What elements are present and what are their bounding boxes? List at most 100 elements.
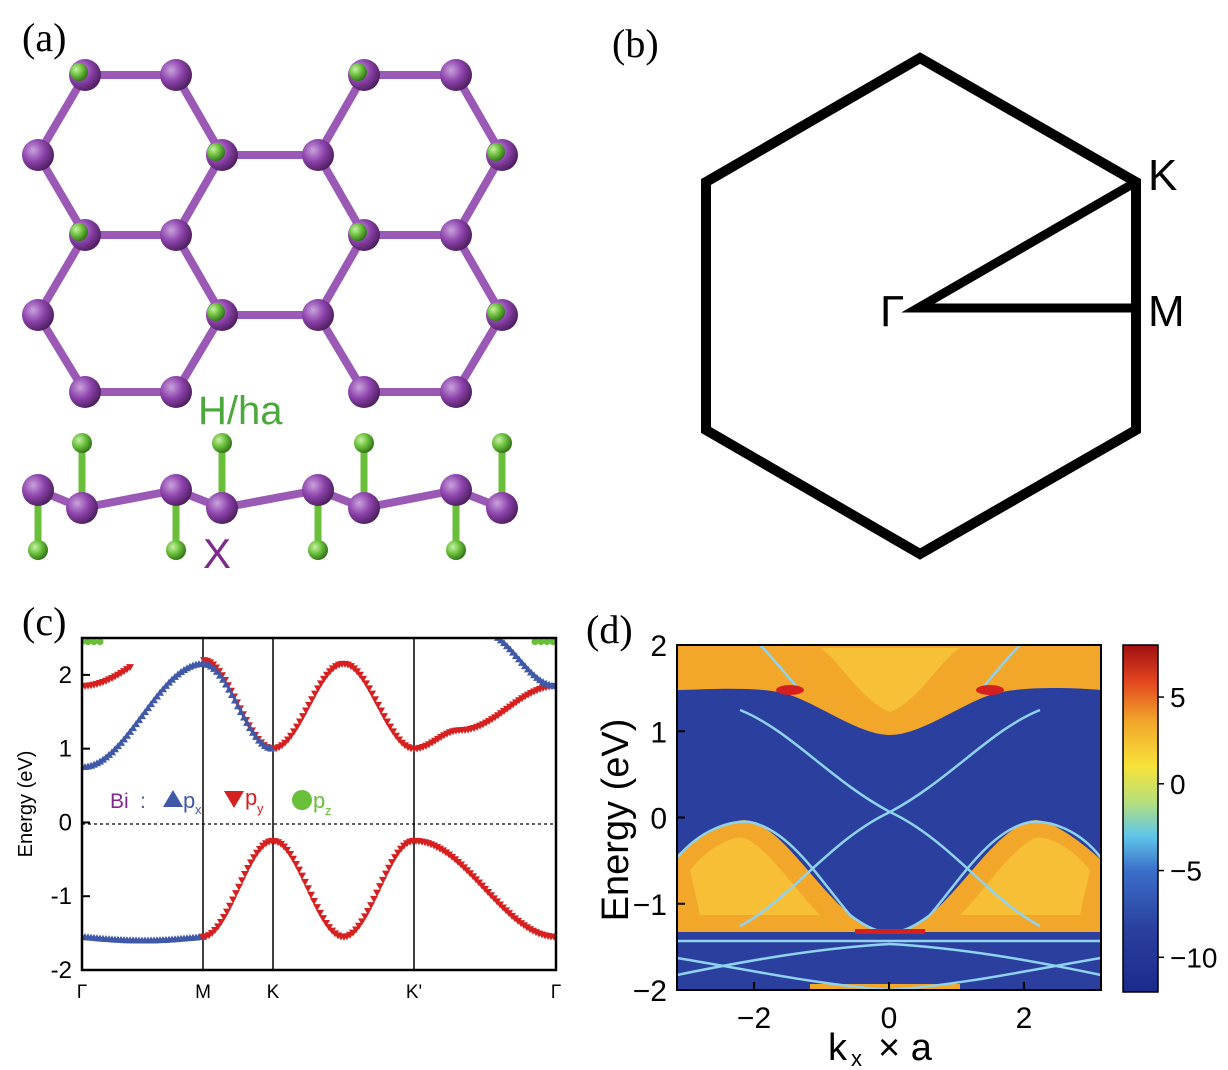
py-marker [290,728,298,736]
pz-marker [543,638,551,646]
bi-atom [440,59,472,91]
py-marker [382,870,390,878]
px-marker [156,688,164,696]
py-marker [355,922,363,930]
crossing-bottom [855,929,925,934]
py-marker [238,877,246,885]
legend-colon: : [140,790,146,813]
panel-b-brillouin-zone: Γ K M [701,52,1185,560]
py-marker [317,680,325,688]
bottom-bulk-strip [810,984,960,990]
py-marker [323,671,331,679]
py-marker [353,668,361,676]
py-marker [362,680,370,688]
side-view [22,433,518,560]
x-atom [487,143,505,161]
side-h-atom [212,433,232,453]
px-marker [252,732,260,740]
px-marker [126,727,134,735]
edge-state-lines [677,645,1101,990]
orbital-legend: Bi : p x p y p z [110,785,332,818]
py-marker [235,883,243,891]
m-point-label: M [1148,287,1185,336]
py-marker [302,707,310,715]
py-marker [301,878,309,886]
py-marker [284,736,292,744]
lattice-atoms [22,59,518,408]
py-marker [392,732,400,740]
py-marker [394,849,402,857]
py-marker [379,876,387,884]
py-marker [377,707,385,715]
py-marker [310,897,318,905]
side-h-atom [308,540,328,560]
py-marker [211,927,219,935]
py-marker [296,718,304,726]
py-marker-icon [224,791,244,808]
bi-atom [160,219,192,251]
side-h-atom [166,540,186,560]
py-marker [388,859,396,867]
py-marker [283,846,291,854]
py-marker [320,675,328,683]
py-marker [361,913,369,921]
panel-c-label: (c) [22,599,67,644]
px-marker [144,704,152,712]
py-marker [229,896,237,904]
edge-state-2 [739,708,1041,928]
px-marker [219,675,227,683]
c-ytick-label: 0 [59,809,72,836]
side-h-atom [492,433,512,453]
px-marker [132,720,140,728]
lower-bulk-left-core [690,837,820,915]
panel-a-lattice: H/ha X [22,59,518,577]
py-marker [307,891,315,899]
px-marker [228,690,236,698]
py-marker [391,854,399,862]
px-marker [267,744,275,752]
c-ytick-label: 1 [59,736,72,763]
band-curves [82,627,556,944]
colorbar-ticks: 5 0 −5 −10 [1158,682,1218,973]
py-marker [126,664,134,672]
cb-tick-label: −5 [1170,856,1202,887]
px-marker [225,685,233,693]
px-marker [234,702,242,710]
d-xtick-label: −2 [737,1002,771,1035]
py-marker [359,675,367,683]
x-atom [349,63,367,81]
c-xtick-label: Γ [77,982,87,1003]
gamma-point-label: Γ [880,287,904,336]
py-marker [374,701,382,709]
bi-atom [69,376,101,408]
d-xtick-label: 2 [1016,1002,1033,1035]
py-marker [292,860,300,868]
bi-atom [160,376,192,408]
py-marker [304,885,312,893]
panel-d-edge-states: 2 1 0 −1 −2 −2 0 2 Energy (eV) k x × a 5 0 −5 −10 [595,630,1218,1070]
bi-atom [348,376,380,408]
py-marker [325,924,333,932]
px-marker [479,627,487,634]
side-bi-atom [486,492,518,524]
c-xtick-label: M [195,982,211,1003]
px-marker [488,630,496,637]
crossing-left [776,685,804,695]
py-marker [217,918,225,926]
px-marker [482,627,490,634]
side-bi-atom [302,474,334,506]
px-marker [138,712,146,720]
colorbar [1122,644,1159,993]
px-marker [249,728,257,736]
pz-marker-icon [292,790,312,810]
x-atom [207,143,225,161]
dirac-crossings [776,685,1004,934]
c-ytick-label: -1 [51,883,72,910]
py-marker [356,671,364,679]
py-marker [367,902,375,910]
d-ytick-label: 0 [650,803,667,836]
edge-state-4 [889,820,1101,934]
px-marker [153,692,161,700]
x-atom [349,223,367,241]
py-marker [365,685,373,693]
